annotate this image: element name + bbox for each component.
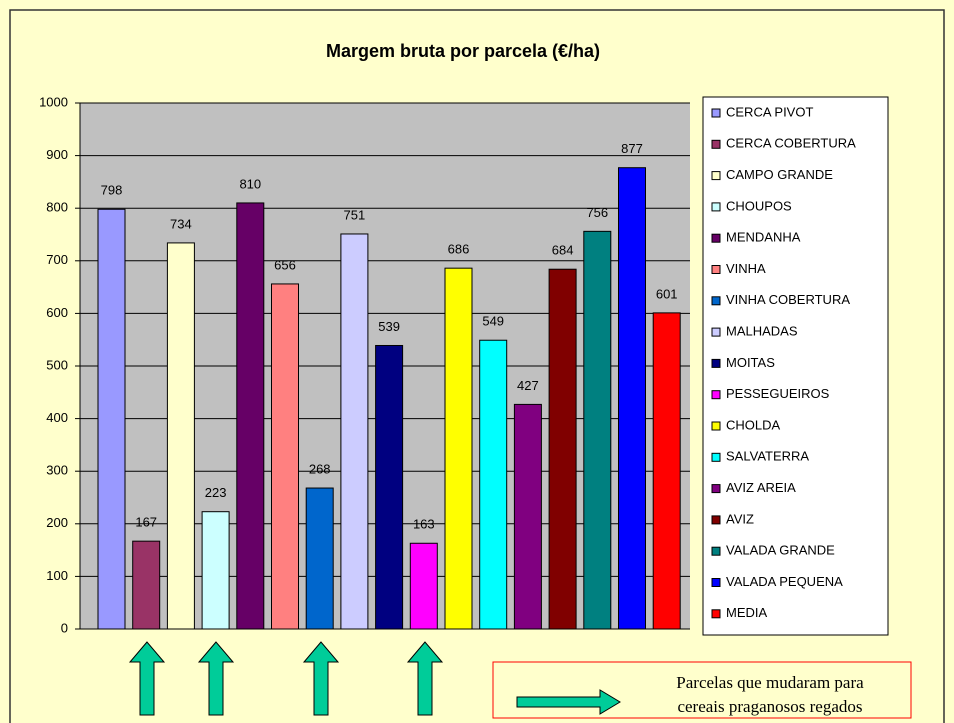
value-label: 167 — [135, 515, 157, 530]
value-label: 549 — [482, 314, 504, 329]
legend-label: CHOLDA — [726, 417, 781, 432]
up-arrow — [128, 641, 166, 716]
bar — [236, 202, 265, 630]
legend-label: CERCA PIVOT — [726, 104, 813, 119]
bar — [513, 403, 542, 630]
y-tick-label: 0 — [61, 620, 68, 635]
legend-label: MEDIA — [726, 605, 768, 620]
legend-swatch — [711, 421, 721, 431]
value-label: 656 — [274, 257, 296, 272]
legend-swatch — [711, 327, 721, 337]
legend-label: CERCA COBERTURA — [726, 136, 856, 151]
value-label: 810 — [239, 176, 261, 191]
legend-swatch — [711, 452, 721, 462]
bar — [652, 312, 681, 630]
legend-label: AVIZ — [726, 511, 754, 526]
legend-label: MOITAS — [726, 355, 775, 370]
legend-label: VALADA PEQUENA — [726, 574, 843, 589]
y-tick-label: 900 — [46, 147, 68, 162]
value-label: 539 — [378, 319, 400, 334]
legend-swatch — [711, 546, 721, 556]
bar — [409, 542, 438, 630]
legend-swatch — [711, 265, 721, 274]
bar — [583, 230, 612, 630]
bar — [618, 167, 646, 630]
legend-label: PESSEGUEIROS — [726, 386, 830, 401]
bar — [97, 208, 126, 630]
value-label: 684 — [552, 243, 574, 258]
legend-swatch — [711, 233, 721, 243]
value-label: 751 — [344, 207, 366, 222]
value-label: 877 — [621, 141, 643, 156]
legend-label: CHOUPOS — [726, 198, 792, 213]
value-label: 268 — [309, 461, 331, 476]
value-label: 601 — [656, 286, 678, 301]
legend-label: MENDANHA — [726, 230, 801, 245]
y-tick-label: 1000 — [39, 94, 68, 109]
bar — [132, 540, 161, 630]
bar — [444, 267, 473, 630]
y-tick-label: 500 — [46, 357, 68, 372]
arrows — [128, 641, 444, 716]
y-tick-label: 300 — [46, 463, 68, 478]
legend-label: SALVATERRA — [726, 449, 809, 464]
bar — [340, 233, 369, 630]
value-label: 756 — [586, 205, 608, 220]
value-label: 427 — [517, 378, 539, 393]
legend-label: CAMPO GRANDE — [726, 167, 833, 182]
legend-swatch — [711, 578, 721, 587]
legend-swatch — [711, 296, 721, 306]
bar — [548, 268, 577, 630]
legend-swatch — [711, 358, 721, 368]
y-tick-label: 400 — [46, 410, 68, 425]
legend-swatch — [711, 171, 721, 181]
legend-swatch — [711, 202, 721, 212]
bar — [479, 339, 508, 630]
legend-box — [702, 96, 889, 636]
legend-label: VALADA GRANDE — [726, 543, 835, 558]
chart-title: Margem bruta por parcela (€/ha) — [326, 41, 600, 61]
annotation-line: cereais praganosos regados — [677, 697, 862, 716]
y-tick-label: 800 — [46, 200, 68, 215]
legend-swatch — [711, 108, 721, 118]
legend-label: VINHA COBERTURA — [726, 292, 850, 307]
legend-label: MALHADAS — [726, 324, 798, 339]
value-label: 223 — [205, 485, 227, 500]
legend-swatch — [711, 139, 721, 149]
bar — [375, 344, 404, 630]
bar — [201, 511, 230, 630]
value-label: 163 — [413, 517, 435, 532]
value-label: 734 — [170, 216, 192, 231]
legend-swatch — [711, 609, 721, 619]
legend-swatch — [711, 390, 721, 400]
legend-label: AVIZ AREIA — [726, 480, 796, 495]
legend-swatch — [711, 515, 721, 525]
y-tick-label: 600 — [46, 305, 68, 320]
bar — [271, 283, 299, 630]
y-tick-label: 200 — [46, 515, 68, 530]
annotation-box — [492, 661, 912, 719]
up-arrow — [302, 641, 340, 716]
annotation-line: Parcelas que mudaram para — [676, 673, 864, 692]
up-arrow — [197, 641, 235, 716]
y-tick-label: 100 — [46, 568, 68, 583]
bar — [305, 487, 334, 630]
up-arrow — [406, 641, 444, 716]
value-label: 798 — [101, 183, 123, 198]
bar — [166, 242, 195, 630]
value-label: 686 — [448, 242, 470, 257]
legend-swatch — [711, 484, 721, 494]
right-arrow — [516, 689, 621, 715]
y-tick-label: 700 — [46, 252, 68, 267]
legend-label: VINHA — [726, 261, 766, 276]
